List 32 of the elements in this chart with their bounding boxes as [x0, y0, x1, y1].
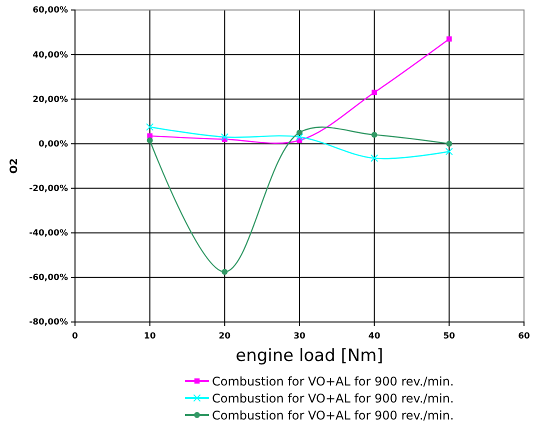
y-axis-title: O2: [9, 158, 20, 174]
x-tick-label: 20: [218, 331, 231, 342]
legend-label: Combustion for VO+AL for 900 rev./min.: [212, 408, 454, 422]
x-tick-label: 60: [518, 331, 530, 342]
point: [370, 154, 378, 162]
y-tick-label: -20,00%: [29, 184, 68, 194]
point: [146, 137, 153, 144]
y-tick-label: 40,00%: [32, 50, 68, 60]
point: [446, 140, 452, 147]
point: [372, 90, 377, 96]
x-tick-label: 40: [368, 331, 380, 342]
y-tick-label: -60,00%: [29, 273, 68, 284]
y-tick-label: -40,00%: [29, 228, 68, 239]
point: [446, 36, 452, 42]
point: [146, 123, 154, 131]
point: [445, 148, 453, 156]
y-tick-label: -80,00%: [29, 318, 68, 328]
y-tick-label: 0,00%: [38, 139, 68, 150]
point: [296, 133, 304, 141]
legend-label: Combustion for VO+AL for 900 rev./min.: [212, 392, 454, 406]
legend-label: Combustion for VO+AL for 900 rev./min.: [212, 374, 454, 388]
x-tick-label: 50: [443, 331, 456, 342]
point: [222, 268, 228, 275]
y-tick-label: 20,00%: [32, 94, 68, 105]
x-tick-label: 0: [72, 331, 78, 342]
x-tick-label: 10: [144, 331, 156, 342]
point: [220, 133, 228, 141]
y-tick-label: 60,00%: [32, 6, 68, 16]
x-tick-label: 30: [294, 331, 306, 342]
point: [371, 132, 378, 138]
point: [296, 130, 302, 136]
x-axis-title: engine load [Nm]: [236, 346, 384, 366]
